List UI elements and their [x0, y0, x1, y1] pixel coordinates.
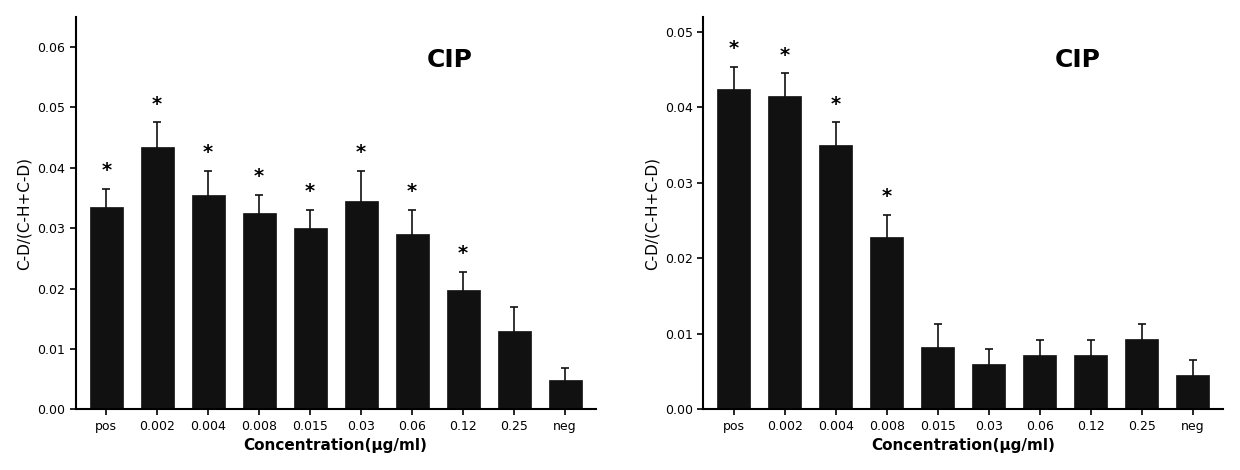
Bar — [89, 207, 123, 409]
Text: CIP: CIP — [427, 48, 472, 72]
Bar — [1074, 355, 1107, 409]
Bar — [1023, 355, 1056, 409]
X-axis label: Concentration(μg/ml): Concentration(μg/ml) — [244, 439, 428, 454]
Bar — [870, 237, 904, 409]
Bar — [1125, 339, 1158, 409]
Text: *: * — [831, 95, 841, 114]
Text: *: * — [407, 182, 417, 201]
Text: *: * — [305, 182, 315, 201]
Text: *: * — [882, 187, 892, 206]
Bar — [345, 201, 378, 409]
Text: *: * — [780, 46, 790, 65]
Bar — [243, 213, 275, 409]
Bar — [972, 364, 1006, 409]
Text: *: * — [102, 161, 112, 180]
Bar — [921, 347, 955, 409]
Bar — [140, 147, 174, 409]
Text: *: * — [153, 95, 162, 114]
Text: *: * — [203, 143, 213, 162]
Bar — [1177, 376, 1209, 409]
Text: CIP: CIP — [1055, 48, 1101, 72]
Text: *: * — [356, 143, 366, 162]
Text: *: * — [458, 244, 469, 263]
X-axis label: Concentration(μg/ml): Concentration(μg/ml) — [872, 439, 1055, 454]
Y-axis label: C-D/(C-H+C-D): C-D/(C-H+C-D) — [16, 157, 32, 269]
Text: *: * — [254, 167, 264, 186]
Bar — [192, 195, 224, 409]
Text: *: * — [729, 39, 739, 58]
Bar — [717, 89, 750, 409]
Bar — [548, 380, 582, 409]
Bar — [497, 331, 531, 409]
Bar — [769, 96, 801, 409]
Bar — [820, 145, 852, 409]
Bar — [446, 290, 480, 409]
Y-axis label: C-D/(C-H+C-D): C-D/(C-H+C-D) — [645, 157, 660, 269]
Bar — [294, 228, 327, 409]
Bar — [396, 234, 429, 409]
